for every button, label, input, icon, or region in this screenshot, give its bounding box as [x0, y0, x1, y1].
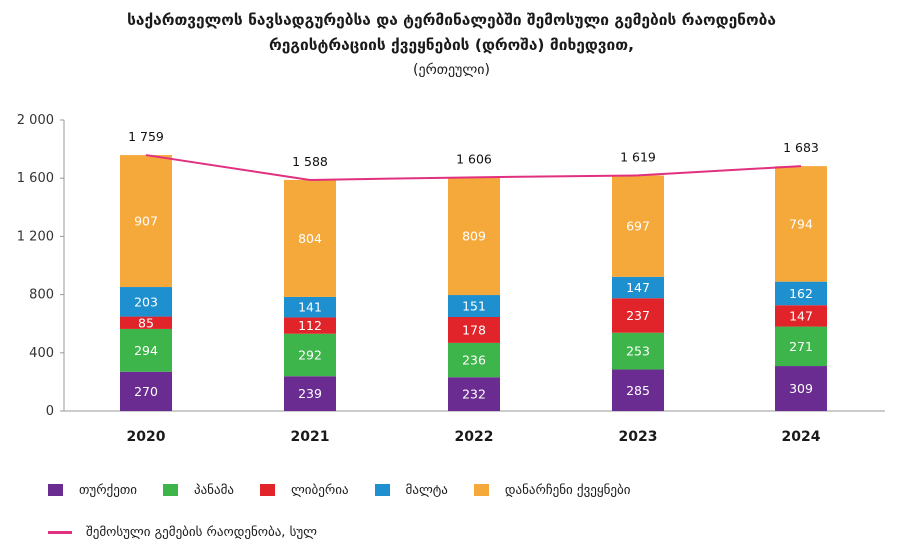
data-label-panama: 294 — [134, 343, 158, 358]
data-label-panama: 236 — [462, 353, 486, 368]
x-tick-label: 2020 — [127, 429, 166, 445]
bar-segment-liberia — [612, 298, 664, 333]
x-tick-label: 2022 — [455, 429, 494, 445]
bar-segment-liberia — [775, 305, 827, 327]
legend-item-liberia: ლიბერია — [259, 482, 349, 498]
y-tick-label: 2 000 — [17, 113, 54, 128]
data-label-panama: 271 — [789, 339, 813, 354]
data-label-turkey: 232 — [462, 387, 486, 402]
legend-label-turkey: თურქეთი — [79, 482, 137, 498]
legend-swatch-total — [48, 530, 72, 534]
bar-segment-liberia — [448, 317, 500, 343]
data-label-other: 907 — [134, 214, 158, 229]
data-label-malta: 141 — [298, 300, 322, 315]
legend-item-panama: პანამა — [162, 482, 234, 498]
total-line — [145, 154, 802, 181]
legend-swatch-malta — [374, 484, 390, 496]
data-label-panama: 253 — [626, 344, 650, 359]
data-label-liberia: 147 — [789, 308, 813, 323]
bar-segment-panama — [120, 328, 172, 372]
bar-segment-other — [120, 155, 172, 288]
bar-segment-turkey — [284, 376, 336, 411]
legend-label-liberia: ლიბერია — [290, 482, 349, 498]
legend-item-total: შემოსული გემების რაოდენობა, სულ — [48, 525, 317, 540]
bar-segment-other — [775, 166, 827, 282]
legend-swatch-panama — [162, 484, 178, 496]
data-label-malta: 147 — [626, 280, 650, 295]
total-data-label: 1 683 — [783, 140, 819, 155]
bar-segment-liberia — [284, 317, 336, 334]
data-label-malta: 203 — [134, 294, 158, 309]
bar-segment-turkey — [120, 371, 172, 411]
bar-segment-malta — [775, 281, 827, 306]
total-data-label: 1 619 — [620, 149, 656, 164]
legend-swatch-other — [473, 484, 489, 496]
bar-segment-malta — [448, 295, 500, 318]
bar-segment-other — [284, 179, 336, 297]
y-tick-label: 400 — [29, 346, 54, 361]
stacked-bar-chart: 0 400 800 1 200 1 600 2 000 270 294 85 203 907 2020… — [17, 113, 885, 445]
legend-item-other: დანარჩენი ქვეყნები — [473, 482, 631, 498]
bar-segment-panama — [284, 333, 336, 377]
legend-item-malta: მალტა — [374, 482, 448, 498]
data-label-turkey: 270 — [134, 384, 158, 399]
legend-item-turkey: თურქეთი — [48, 483, 137, 498]
data-label-liberia: 112 — [298, 318, 322, 333]
total-data-label: 1 759 — [128, 129, 164, 144]
legend-label-total: შემოსული გემების რაოდენობა, სულ — [86, 524, 317, 540]
data-label-other: 809 — [462, 229, 486, 244]
data-label-other: 697 — [626, 219, 650, 234]
data-label-liberia: 178 — [462, 322, 486, 337]
legend-row-total: შემოსული გემების რაოდენობა, სულ — [48, 522, 868, 542]
data-label-liberia: 85 — [138, 315, 154, 330]
legend-row-series: თურქეთი პანამა ლიბერია მალტა დანარჩენი ქ… — [48, 480, 868, 500]
bar-segment-malta — [284, 296, 336, 318]
data-label-malta: 151 — [462, 299, 486, 314]
legend-label-panama: პანამა — [193, 482, 234, 498]
chart-subtitle: (ერთეული) — [413, 62, 490, 78]
data-label-panama: 292 — [298, 347, 322, 362]
total-data-label: 1 606 — [456, 151, 492, 166]
legend-label-malta: მალტა — [405, 482, 448, 498]
bar-segment-panama — [612, 332, 664, 370]
legend-label-other: დანარჩენი ქვეყნები — [504, 482, 631, 498]
data-label-turkey: 309 — [789, 381, 813, 396]
data-label-other: 794 — [789, 216, 813, 231]
x-tick-label: 2024 — [782, 429, 821, 445]
chart-title-line2: რეგისტრაციის ქვეყნების (დროშა) მიხედვით, — [269, 36, 634, 54]
bar-segment-panama — [775, 326, 827, 367]
y-tick-label: 800 — [29, 288, 54, 303]
bar-segment-other — [612, 175, 664, 277]
bar-segment-panama — [448, 342, 500, 378]
data-label-other: 804 — [298, 231, 322, 246]
y-tick-label: 0 — [46, 404, 54, 419]
bar-segment-liberia — [120, 316, 172, 329]
data-label-turkey: 239 — [298, 386, 322, 401]
x-tick-label: 2021 — [291, 429, 330, 445]
bar-segment-malta — [120, 287, 172, 317]
bar-segment-turkey — [448, 377, 500, 411]
chart-title-line1: საქართველოს ნავსადგურებსა და ტერმინალებშ… — [127, 11, 776, 29]
legend-swatch-liberia — [259, 484, 275, 496]
bar-segment-turkey — [775, 366, 827, 411]
bar-segment-turkey — [612, 369, 664, 411]
y-tick-label: 1 600 — [17, 171, 54, 186]
data-label-malta: 162 — [789, 286, 813, 301]
bar-segment-malta — [612, 276, 664, 299]
total-data-label: 1 588 — [292, 154, 328, 169]
bar-segment-other — [448, 177, 500, 296]
data-label-turkey: 285 — [626, 383, 650, 398]
data-label-liberia: 237 — [626, 308, 650, 323]
y-tick-label: 1 200 — [17, 229, 54, 244]
legend-swatch-turkey — [48, 484, 63, 496]
chart-title: საქართველოს ნავსადგურებსა და ტერმინალებშ… — [0, 8, 903, 58]
legend: თურქეთი პანამა ლიბერია მალტა დანარჩენი ქ… — [48, 480, 868, 542]
x-tick-label: 2023 — [619, 429, 658, 445]
